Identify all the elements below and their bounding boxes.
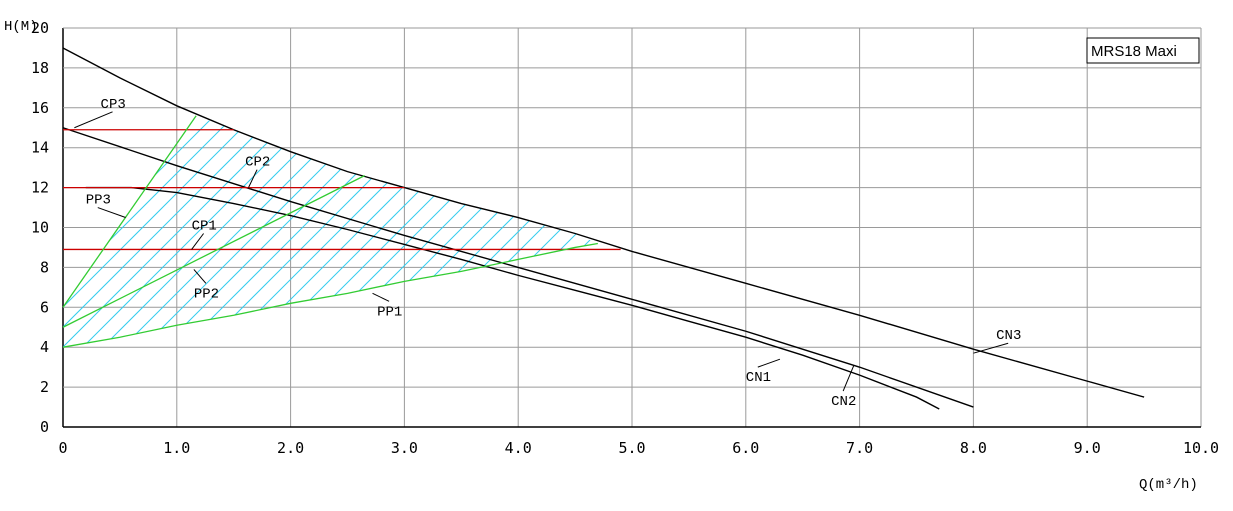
annotation-cn1: CN1	[746, 358, 781, 386]
hatch-line	[202, 115, 598, 348]
hatch-line	[122, 115, 524, 348]
x-tick-label: 4.0	[505, 439, 532, 457]
grid	[62, 27, 1202, 428]
annotation-cp2: CP2	[245, 155, 270, 188]
annotation-label: PP3	[86, 193, 111, 209]
y-tick-label: 2	[40, 378, 49, 396]
leader-line	[973, 342, 1009, 354]
hatch-line	[63, 115, 444, 348]
hatch-line	[142, 115, 544, 348]
leader-line	[193, 269, 207, 284]
y-tick-label: 20	[31, 19, 49, 37]
y-tick-label: 4	[40, 338, 49, 356]
annotation-label: PP2	[194, 286, 219, 302]
y-axis-label: H(M)	[4, 19, 38, 35]
leader-line	[757, 358, 781, 368]
chart-title: MRS18 Maxi	[1091, 43, 1177, 60]
hatch-line	[282, 115, 598, 348]
hatch-line	[63, 115, 364, 348]
curve-annotations: CP3 CP2 CP1 PP3 PP2 PP1 CN1 CN2 CN3	[74, 97, 1021, 410]
x-tick-label: 10.0	[1183, 439, 1219, 457]
x-tick-label: 7.0	[846, 439, 873, 457]
leader-line	[372, 292, 390, 302]
annotation-label: CN3	[996, 328, 1021, 344]
leader-line	[191, 233, 204, 250]
hatch-line	[102, 115, 504, 348]
y-tick-label: 16	[31, 99, 49, 117]
hatch-line	[63, 115, 384, 348]
series-pp1-line	[62, 242, 598, 348]
hatch-line	[162, 115, 564, 348]
hatch-line	[322, 115, 598, 348]
annotation-label: PP1	[377, 304, 402, 320]
hatch-line	[63, 115, 404, 348]
annotation-pp3: PP3	[86, 193, 126, 218]
x-tick-label: 6.0	[732, 439, 759, 457]
leader-line	[74, 111, 113, 129]
hatch-line	[302, 115, 598, 348]
y-tick-label: 18	[31, 59, 49, 77]
annotation-pp1: PP1	[372, 292, 402, 320]
annotation-label: CP2	[245, 155, 270, 171]
y-tick-label: 12	[31, 179, 49, 197]
hatch-line	[82, 115, 484, 348]
y-tick-label: 0	[40, 418, 49, 436]
y-tick-label: 8	[40, 258, 49, 276]
hatch-line	[182, 115, 584, 348]
annotation-cp1: CP1	[191, 218, 217, 250]
hatch-line	[63, 115, 424, 348]
x-tick-label: 2.0	[277, 439, 304, 457]
annotation-cn2: CN2	[831, 364, 856, 410]
tick-labels: 0 1.0 2.0 3.0 4.0 5.0 6.0 7.0 8.0 9.0 10.0 0 2 4 6 8 10 1…	[31, 19, 1219, 457]
leader-line	[248, 169, 258, 188]
leader-line	[842, 364, 855, 392]
x-tick-label: 1.0	[163, 439, 190, 457]
y-tick-label: 6	[40, 298, 49, 316]
series-cn1-line	[85, 186, 940, 410]
annotation-pp2: PP2	[193, 269, 219, 302]
chart-title-box: MRS18 Maxi	[1086, 37, 1200, 64]
x-tick-label: 5.0	[618, 439, 645, 457]
annotation-cn3: CN3	[973, 328, 1021, 354]
hatch-line	[63, 115, 324, 348]
hatch-line	[222, 115, 598, 348]
x-tick-label: 8.0	[960, 439, 987, 457]
annotation-cp3: CP3	[74, 97, 126, 129]
series-cn3-line	[62, 47, 1145, 398]
hatch-line	[242, 115, 598, 348]
annotation-label: CN1	[746, 370, 771, 386]
y-tick-label: 10	[31, 219, 49, 237]
series-cn2-line	[62, 127, 974, 408]
x-tick-label: 9.0	[1074, 439, 1101, 457]
series-layer	[62, 47, 1145, 410]
x-axis-label: Q(m³/h)	[1139, 477, 1198, 493]
x-tick-label: 3.0	[391, 439, 418, 457]
annotation-label: CP3	[101, 97, 126, 113]
hatch-line	[63, 115, 344, 348]
series-pp3-line	[62, 115, 197, 308]
hatch-line	[262, 115, 598, 348]
y-tick-label: 14	[31, 139, 49, 157]
annotation-label: CN2	[831, 394, 856, 410]
series-pp2-line	[62, 175, 365, 328]
leader-line	[97, 207, 126, 218]
annotation-label: CP1	[192, 218, 217, 234]
hatch-line	[342, 115, 598, 348]
x-tick-label: 0	[58, 439, 67, 457]
